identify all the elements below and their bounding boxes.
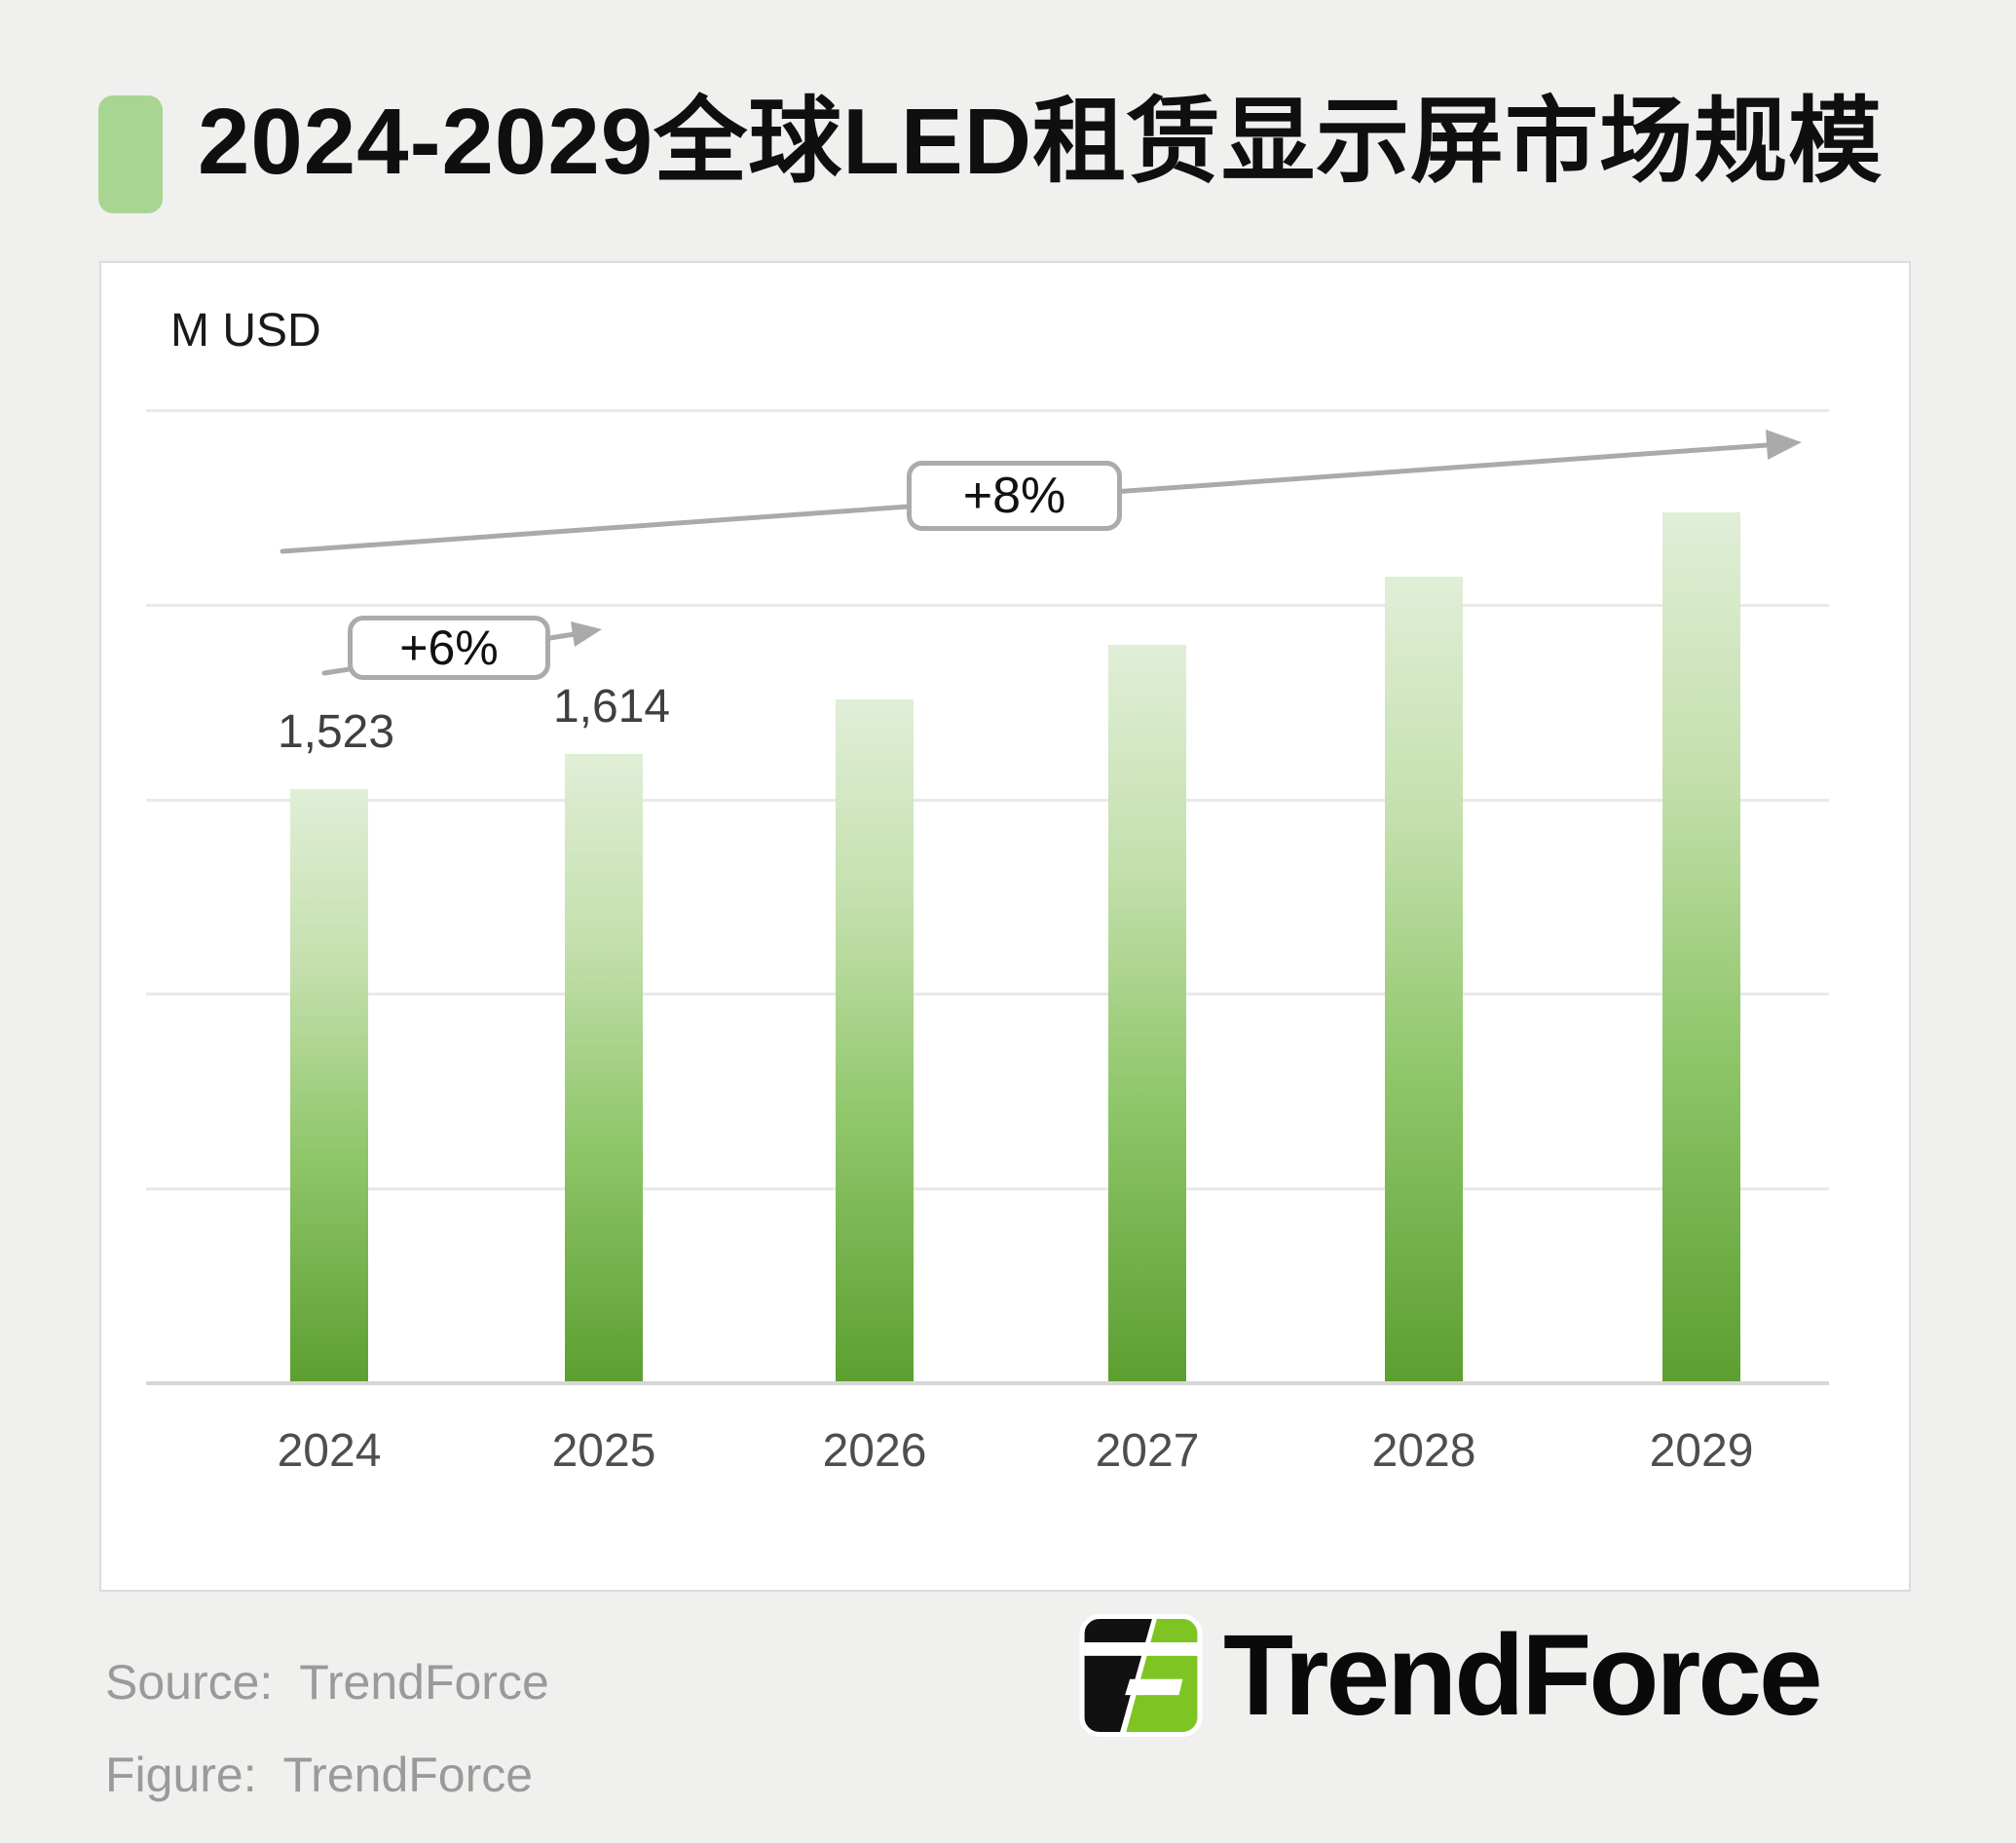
- gridline: [146, 1187, 1829, 1190]
- growth-badge-yoy-label: +6%: [399, 621, 499, 675]
- figure-line: Figure: TrendForce: [105, 1748, 534, 1802]
- x-axis-line: [146, 1381, 1829, 1385]
- page-title: 2024-2029全球LED租赁显示屏市场规模: [198, 90, 1884, 194]
- growth-badge-yoy: +6%: [348, 616, 550, 680]
- x-axis-label-2026: 2026: [822, 1425, 927, 1477]
- bar-2024: [290, 789, 368, 1382]
- trendforce-logo-text: TrendForce: [1223, 1611, 1823, 1740]
- gridline: [146, 409, 1829, 412]
- bar-2025: [565, 754, 643, 1382]
- bar-2029: [1662, 512, 1740, 1382]
- title-marker: [98, 95, 163, 213]
- value-label-2024: 1,523: [277, 706, 395, 758]
- bar-2028: [1385, 577, 1463, 1382]
- x-axis-label-2024: 2024: [277, 1425, 382, 1477]
- x-axis-label-2028: 2028: [1371, 1425, 1476, 1477]
- gridline: [146, 604, 1829, 607]
- axis-unit-label: M USD: [170, 305, 321, 357]
- bar-2026: [836, 699, 914, 1382]
- gridline: [146, 993, 1829, 996]
- growth-badge-trend: +8%: [907, 461, 1122, 531]
- x-axis-label-2027: 2027: [1095, 1425, 1200, 1477]
- source-line: Source: TrendForce: [105, 1655, 549, 1710]
- x-axis-label-2029: 2029: [1649, 1425, 1754, 1477]
- growth-badge-trend-label: +8%: [962, 468, 1066, 524]
- value-label-2025: 1,614: [552, 681, 671, 733]
- bar-2027: [1108, 645, 1186, 1382]
- trendforce-logo-icon: [1079, 1614, 1203, 1737]
- gridline: [146, 799, 1829, 802]
- x-axis-label-2025: 2025: [551, 1425, 656, 1477]
- trendforce-logo: TrendForce: [1076, 1611, 1823, 1740]
